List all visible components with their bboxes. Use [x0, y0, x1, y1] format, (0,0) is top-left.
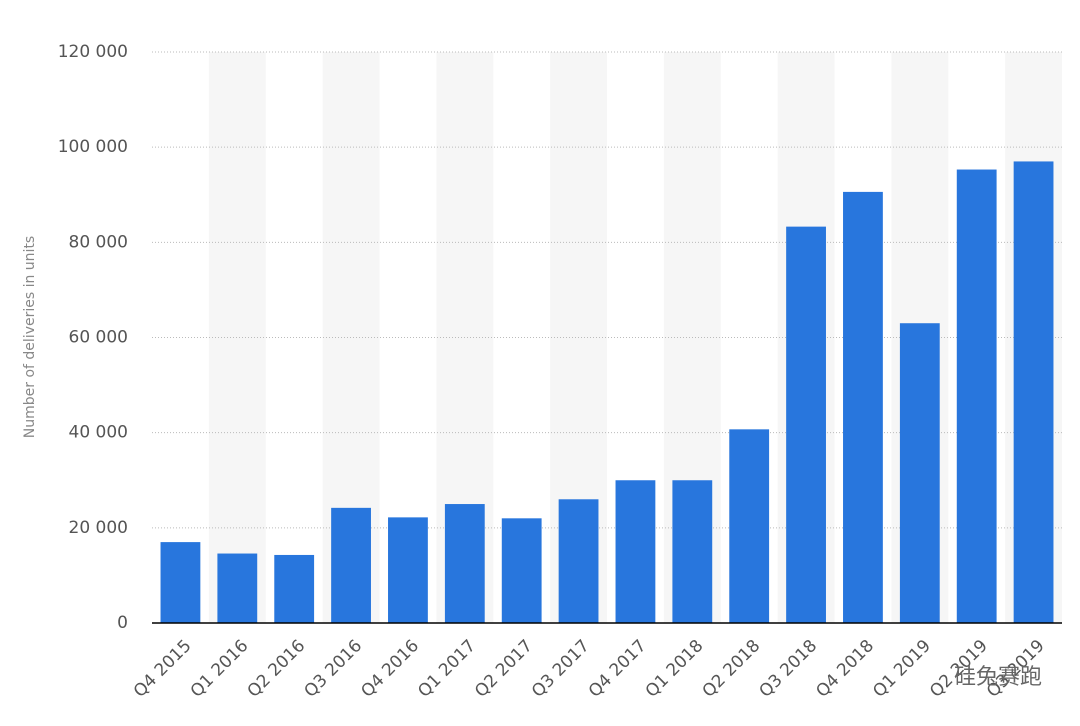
bar [331, 507, 371, 623]
x-tick-label: Q4 2017 [585, 636, 651, 702]
x-tick-label: Q1 2019 [869, 636, 935, 702]
x-tick-label: Q4 2018 [812, 636, 878, 702]
x-tick-label: Q4 2016 [357, 636, 423, 702]
bar [558, 499, 599, 623]
bar [274, 554, 315, 623]
x-tick-label: Q3 2016 [300, 636, 366, 702]
x-tick-label: Q1 2016 [187, 636, 253, 702]
y-tick-label: 120 000 [58, 42, 128, 62]
y-axis-title: Number of deliveries in units [22, 236, 38, 438]
bar [956, 169, 997, 624]
bar [388, 517, 428, 623]
bar [899, 323, 940, 623]
bar [501, 518, 542, 623]
bar [160, 542, 201, 623]
bar [786, 226, 826, 623]
y-tick-label: 20 000 [69, 518, 128, 538]
bar [729, 429, 770, 623]
bar [217, 553, 258, 623]
x-tick-label: Q1 2017 [414, 636, 480, 702]
x-tick-label: Q2 2018 [699, 636, 765, 702]
x-tick-label: Q3 2018 [755, 636, 821, 702]
x-tick-label: Q4 2015 [130, 636, 196, 702]
y-tick-label: 0 [117, 613, 128, 633]
y-tick-label: 60 000 [69, 328, 128, 348]
x-tick-label: Q3 2017 [528, 636, 594, 702]
bar [1013, 161, 1054, 624]
x-tick-label: Q2 2017 [471, 636, 537, 702]
x-tick-label: Q2 2016 [244, 636, 310, 702]
bar [615, 480, 656, 623]
bar [444, 504, 485, 623]
y-tick-label: 80 000 [69, 232, 128, 252]
y-tick-label: 100 000 [58, 137, 128, 157]
x-tick-label: Q1 2018 [642, 636, 708, 702]
y-tick-label: 40 000 [69, 423, 128, 443]
bar [672, 480, 713, 623]
bar [843, 191, 883, 623]
watermark: 硅兔赛跑 [954, 665, 1042, 690]
